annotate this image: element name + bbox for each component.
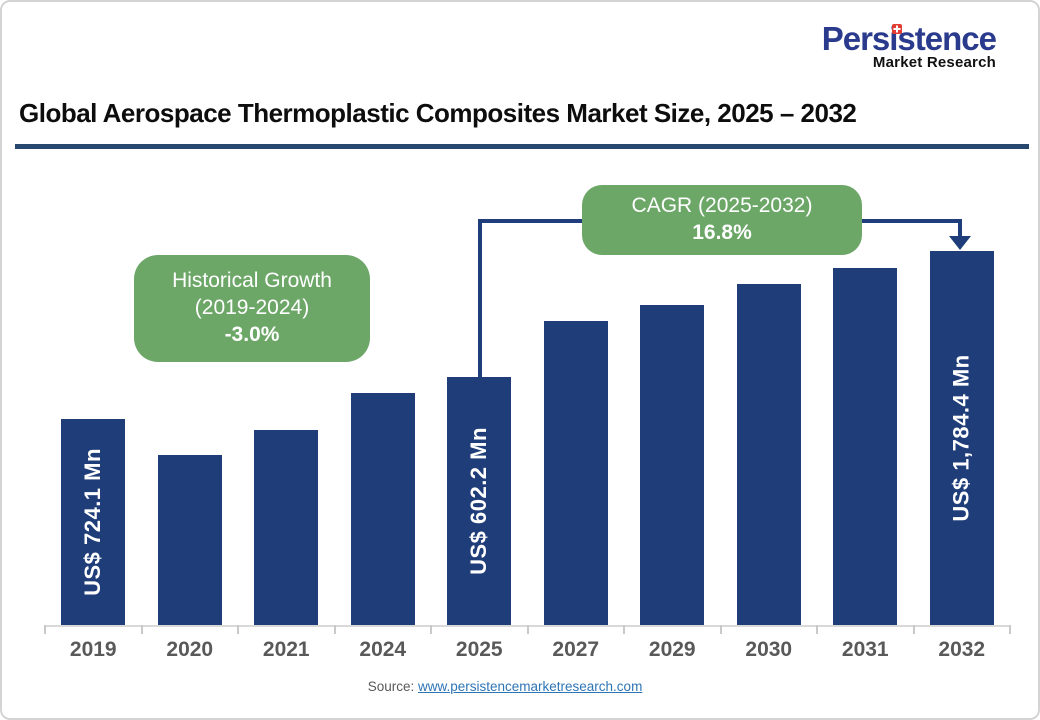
bar-value-label: US$ 602.2 Mn <box>466 427 492 575</box>
historical-growth-label: Historical Growth <box>172 269 332 293</box>
bar-2021 <box>254 430 319 625</box>
bar-2020 <box>157 455 222 625</box>
brand-wordmark: Persistence <box>821 20 997 57</box>
axis-tick <box>140 625 143 634</box>
x-axis-label-2027: 2027 <box>552 638 600 661</box>
x-axis-label-2020: 2020 <box>166 638 214 661</box>
x-axis-label-2025: 2025 <box>455 638 503 661</box>
axis-tick <box>912 625 915 634</box>
brand-cross-icon <box>891 24 902 34</box>
axis-tick <box>430 625 432 634</box>
axis-tick <box>44 625 46 634</box>
x-axis-label-2031: 2031 <box>841 638 889 661</box>
bar-value-label-wrap: US$ 602.2 Mn <box>447 377 511 625</box>
bar-value-label-wrap: US$ 1,784.4 Mn <box>930 251 994 625</box>
bar-2019: US$ 724.1 Mn <box>61 419 126 625</box>
page-title: Global Aerospace Thermoplastic Composite… <box>19 98 857 128</box>
brand-logo: Persistence Market Research <box>821 20 997 71</box>
cagr-value: 16.8% <box>692 221 752 244</box>
x-axis-label-2019: 2019 <box>69 638 117 661</box>
x-axis-label-2021: 2021 <box>262 638 310 661</box>
source-link[interactable]: www.persistencemarketresearch.com <box>417 679 643 694</box>
axis-tick <box>719 625 722 634</box>
bar-2029 <box>640 305 705 625</box>
bar-2031 <box>833 268 898 625</box>
historical-growth-value: -3.0% <box>224 322 280 346</box>
source-line: Source: www.persistencemarketresearch.co… <box>2 679 1008 694</box>
source-label: Source: <box>367 679 415 694</box>
historical-growth-callout: Historical Growth (2019-2024) -3.0% <box>134 255 370 362</box>
bracket-line-to-2032 <box>958 219 962 237</box>
x-axis-label-2029: 2029 <box>648 638 696 661</box>
bracket-line-from-2025 <box>478 221 482 377</box>
title-underline <box>15 144 1029 149</box>
bar-2025: US$ 602.2 Mn <box>447 377 512 625</box>
x-axis-label-2032: 2032 <box>938 638 986 661</box>
brand-wordmark-row: Persistence <box>821 20 997 57</box>
axis-tick <box>623 625 625 634</box>
axis-tick <box>526 625 529 634</box>
bar-2032: US$ 1,784.4 Mn <box>929 251 994 625</box>
brand-subtitle: Market Research <box>872 54 996 71</box>
x-axis-label-2030: 2030 <box>745 638 793 661</box>
axis-tick <box>816 625 818 634</box>
cagr-label: CAGR (2025-2032) <box>631 194 813 218</box>
bar-value-label: US$ 1,784.4 Mn <box>948 354 974 522</box>
bar-2027 <box>543 321 608 625</box>
axis-tick <box>237 625 239 634</box>
bar-value-label: US$ 724.1 Mn <box>80 448 106 596</box>
axis-tick <box>333 625 336 634</box>
arrow-down-icon <box>949 236 971 250</box>
bar-2024 <box>350 393 415 625</box>
x-axis-label-2024: 2024 <box>359 638 407 661</box>
axis-tick <box>1009 625 1011 634</box>
bar-2030 <box>736 284 801 625</box>
cagr-callout: CAGR (2025-2032) 16.8% <box>582 185 862 255</box>
historical-growth-period: (2019-2024) <box>194 296 310 320</box>
bar-value-label-wrap: US$ 724.1 Mn <box>61 419 125 625</box>
